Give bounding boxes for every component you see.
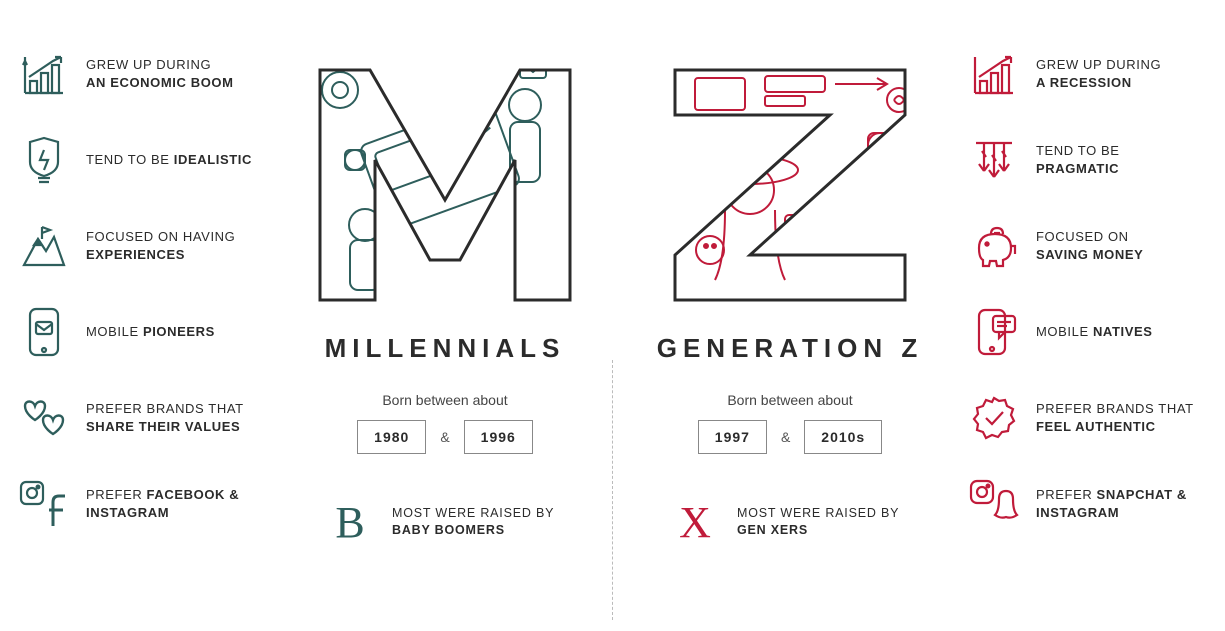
trait-text: PREFER FACEBOOK & INSTAGRAM: [86, 486, 255, 521]
generation-title: GENERATION Z: [657, 333, 924, 364]
trait-row: MOBILE NATIVES: [970, 308, 1205, 356]
trait-row: PREFER SNAPCHAT & INSTAGRAM: [970, 480, 1205, 528]
trait-row: TEND TO BE PRAGMATIC: [970, 136, 1205, 184]
raised-by: B MOST WERE RAISED BY BABY BOOMERS: [300, 494, 554, 550]
hearts-icon: [20, 394, 68, 442]
big-letter-m-icon: [310, 45, 580, 315]
year-range: 1997 & 2010s: [698, 420, 882, 454]
raised-text: MOST WERE RAISED BY GEN XERS: [737, 505, 899, 539]
trait-text: PREFER SNAPCHAT & INSTAGRAM: [1036, 486, 1205, 521]
year-end: 2010s: [804, 420, 882, 454]
trait-row: FOCUSED ON HAVING EXPERIENCES: [20, 222, 255, 270]
mountain-icon: [20, 222, 68, 270]
trait-text: FOCUSED ON HAVING EXPERIENCES: [86, 228, 235, 263]
badge-check-icon: [970, 394, 1018, 442]
trait-row: TEND TO BE IDEALISTIC: [20, 136, 255, 184]
trait-row: PREFER BRANDS THAT SHARE THEIR VALUES: [20, 394, 255, 442]
generation-title: MILLENNIALS: [325, 333, 566, 364]
trait-row: PREFER FACEBOOK & INSTAGRAM: [20, 480, 255, 528]
trait-text: PREFER BRANDS THAT FEEL AUTHENTIC: [1036, 400, 1194, 435]
trait-text: TEND TO BE IDEALISTIC: [86, 151, 252, 169]
ampersand: &: [440, 429, 449, 445]
year-start: 1997: [698, 420, 767, 454]
phone-mail-icon: [20, 308, 68, 356]
raised-letter-icon: B: [330, 494, 370, 550]
year-start: 1980: [357, 420, 426, 454]
millennial-traits: GREW UP DURING AN ECONOMIC BOOM TEND TO …: [20, 50, 255, 528]
big-letter-z-icon: [655, 45, 925, 315]
arrows-down-icon: [970, 136, 1018, 184]
trait-row: GREW UP DURING AN ECONOMIC BOOM: [20, 50, 255, 98]
trait-row: MOBILE PIONEERS: [20, 308, 255, 356]
center-divider: [612, 360, 613, 620]
growth-chart-icon: [970, 50, 1018, 98]
lightbulb-icon: [20, 136, 68, 184]
trait-row: GREW UP DURING A RECESSION: [970, 50, 1205, 98]
trait-text: MOBILE PIONEERS: [86, 323, 215, 341]
year-range: 1980 & 1996: [357, 420, 533, 454]
trait-text: GREW UP DURING AN ECONOMIC BOOM: [86, 56, 234, 91]
born-label: Born between about: [727, 392, 852, 408]
trait-text: GREW UP DURING A RECESSION: [1036, 56, 1161, 91]
year-end: 1996: [464, 420, 533, 454]
raised-text: MOST WERE RAISED BY BABY BOOMERS: [392, 505, 554, 539]
genz-traits: GREW UP DURING A RECESSION TEND TO BE PR…: [970, 50, 1205, 528]
fb-ig-icon: [20, 480, 68, 528]
growth-chart-icon: [20, 50, 68, 98]
trait-row: FOCUSED ON SAVING MONEY: [970, 222, 1205, 270]
piggy-bank-icon: [970, 222, 1018, 270]
snap-ig-icon: [970, 480, 1018, 528]
raised-by: X MOST WERE RAISED BY GEN XERS: [645, 494, 899, 550]
trait-text: TEND TO BE PRAGMATIC: [1036, 142, 1205, 177]
raised-letter-icon: X: [675, 494, 715, 550]
genz-center: GENERATION Z Born between about 1997 & 2…: [645, 45, 935, 550]
born-label: Born between about: [382, 392, 507, 408]
infographic-root: GREW UP DURING AN ECONOMIC BOOM TEND TO …: [0, 0, 1225, 631]
phone-chat-icon: [970, 308, 1018, 356]
ampersand: &: [781, 429, 790, 445]
trait-text: PREFER BRANDS THAT SHARE THEIR VALUES: [86, 400, 244, 435]
millennial-center: MILLENNIALS Born between about 1980 & 19…: [300, 45, 590, 550]
trait-text: FOCUSED ON SAVING MONEY: [1036, 228, 1143, 263]
trait-row: PREFER BRANDS THAT FEEL AUTHENTIC: [970, 394, 1205, 442]
trait-text: MOBILE NATIVES: [1036, 323, 1153, 341]
